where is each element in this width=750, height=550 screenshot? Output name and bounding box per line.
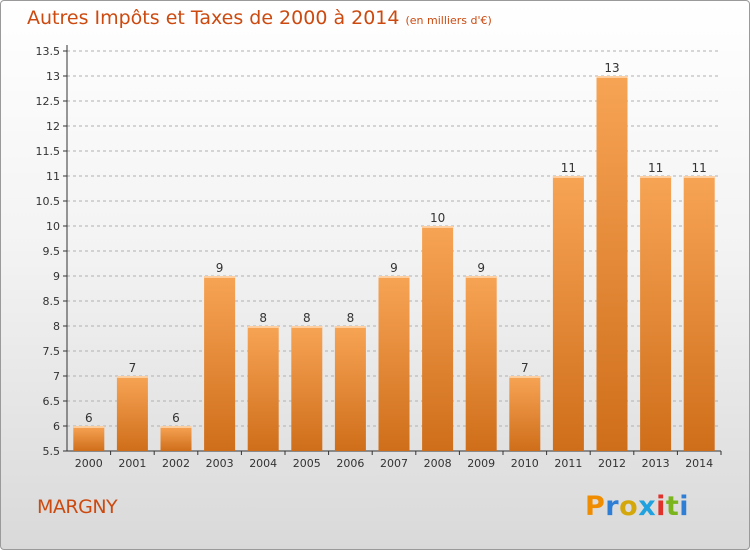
bar-highlight	[160, 426, 192, 428]
x-tick-label: 2006	[336, 457, 364, 470]
bar	[291, 326, 323, 451]
brand-logo-letter: i	[656, 491, 666, 522]
bar-highlight	[683, 176, 715, 178]
bar-highlight	[247, 326, 279, 328]
y-tick-label: 11.5	[36, 145, 61, 158]
y-tick-label: 6.5	[43, 395, 61, 408]
data-label: 6	[172, 411, 180, 425]
data-label: 10	[430, 211, 445, 225]
bar-highlight	[509, 376, 541, 378]
x-tick-label: 2002	[162, 457, 190, 470]
y-tick-label: 8	[53, 320, 60, 333]
data-label: 7	[129, 361, 137, 375]
y-tick-label: 6	[53, 420, 60, 433]
y-tick-label: 9	[53, 270, 60, 283]
bar	[509, 376, 541, 451]
data-label: 11	[561, 161, 576, 175]
bar	[465, 276, 497, 451]
bar-highlight	[334, 326, 366, 328]
data-label: 8	[259, 311, 267, 325]
x-tick-label: 2010	[511, 457, 539, 470]
y-tick-label: 5.5	[43, 445, 61, 458]
bar-highlight	[116, 376, 148, 378]
x-tick-label: 2012	[598, 457, 626, 470]
data-label: 8	[347, 311, 355, 325]
y-tick-label: 13	[46, 70, 60, 83]
bar-highlight	[465, 276, 497, 278]
y-tick-label: 13.5	[36, 45, 61, 58]
data-label: 8	[303, 311, 311, 325]
x-tick-label: 2014	[685, 457, 713, 470]
x-tick-label: 2007	[380, 457, 408, 470]
x-tick-label: 2003	[206, 457, 234, 470]
y-tick-label: 7.5	[43, 345, 61, 358]
y-tick-label: 12	[46, 120, 60, 133]
data-label: 9	[477, 261, 485, 275]
data-label: 9	[216, 261, 224, 275]
bar	[247, 326, 279, 451]
x-tick-label: 2004	[249, 457, 277, 470]
x-tick-label: 2001	[118, 457, 146, 470]
bar	[596, 76, 628, 451]
chart-title-block: Autres Impôts et Taxes de 2000 à 2014 (en…	[27, 7, 492, 29]
chart-subtitle: (en milliers d'€)	[405, 14, 492, 27]
brand-logo-letter: x	[638, 491, 657, 522]
data-label: 13	[604, 61, 619, 75]
brand-logo-letter: i	[679, 491, 690, 522]
x-tick-label: 2013	[642, 457, 670, 470]
x-tick-label: 2011	[554, 457, 582, 470]
bar	[378, 276, 410, 451]
x-tick-label: 2000	[75, 457, 103, 470]
data-label: 6	[85, 411, 93, 425]
brand-logo-letter: r	[605, 491, 620, 522]
y-tick-label: 7	[53, 370, 60, 383]
x-tick-label: 2009	[467, 457, 495, 470]
y-tick-label: 9.5	[43, 245, 61, 258]
bar-highlight	[596, 76, 628, 78]
bar-highlight	[552, 176, 584, 178]
bar-highlight	[640, 176, 672, 178]
bar	[73, 426, 105, 451]
x-tick-label: 2005	[293, 457, 321, 470]
bar-highlight	[204, 276, 236, 278]
data-label: 7	[521, 361, 529, 375]
bar	[552, 176, 584, 451]
brand-logo: Proxiti	[585, 491, 689, 522]
brand-logo-letter: P	[585, 491, 606, 522]
data-label: 9	[390, 261, 398, 275]
y-tick-label: 10	[46, 220, 60, 233]
brand-logo-letter: t	[665, 491, 680, 522]
bar	[640, 176, 672, 451]
place-name: MARGNY	[37, 496, 118, 518]
bar	[204, 276, 236, 451]
bar-highlight	[73, 426, 105, 428]
x-tick-label: 2008	[424, 457, 452, 470]
bar	[334, 326, 366, 451]
y-tick-label: 10.5	[36, 195, 61, 208]
chart-title: Autres Impôts et Taxes de 2000 à 2014	[27, 7, 400, 29]
y-tick-label: 12.5	[36, 95, 61, 108]
bar	[160, 426, 192, 451]
bar	[116, 376, 148, 451]
data-label: 11	[692, 161, 707, 175]
bar-highlight	[291, 326, 323, 328]
bar-highlight	[378, 276, 410, 278]
brand-logo-letter: o	[619, 491, 639, 522]
data-label: 11	[648, 161, 663, 175]
bar	[683, 176, 715, 451]
y-tick-label: 8.5	[43, 295, 61, 308]
bar	[422, 226, 454, 451]
bar-highlight	[422, 226, 454, 228]
y-tick-label: 11	[46, 170, 60, 183]
